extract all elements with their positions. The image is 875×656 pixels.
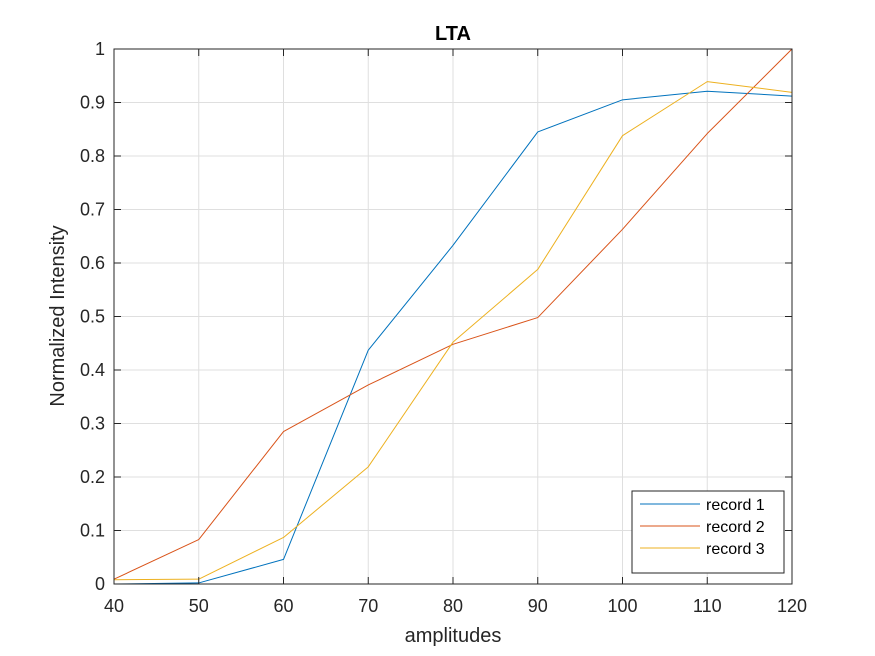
y-tick-label: 0.5	[80, 307, 105, 327]
y-tick-label: 0.1	[80, 521, 105, 541]
x-tick-label: 120	[777, 596, 807, 616]
x-tick-label: 50	[189, 596, 209, 616]
x-tick-label: 90	[528, 596, 548, 616]
legend: record 1 record 2 record 3	[631, 490, 785, 574]
x-tick-label: 100	[607, 596, 637, 616]
series-lines	[113, 48, 793, 585]
y-tick-label: 0.2	[80, 467, 105, 487]
legend-label: record 1	[706, 497, 765, 514]
x-tick-label: 60	[273, 596, 293, 616]
y-tick-label: 0	[95, 574, 105, 594]
y-tick-label: 0.6	[80, 253, 105, 273]
grid-lines	[114, 49, 792, 584]
ticks: 40 50 60 70 80 90 100 110 120 0 0.1 0.2 0.3 0.4 0.5 0.6…	[80, 39, 807, 616]
series-line-record-3	[113, 81, 793, 581]
x-axis-label: amplitudes	[405, 625, 502, 647]
y-tick-label: 0.3	[80, 414, 105, 434]
y-tick-label: 0.9	[80, 93, 105, 113]
x-tick-label: 110	[693, 596, 722, 616]
x-tick-label: 70	[358, 596, 378, 616]
x-tick-label: 80	[443, 596, 463, 616]
y-tick-label: 0.7	[80, 200, 105, 220]
legend-label: record 2	[706, 519, 765, 536]
y-tick-label: 0.8	[80, 146, 105, 166]
y-axis-label: Normalized Intensity	[47, 225, 69, 406]
legend-label: record 3	[706, 541, 765, 558]
y-tick-label: 0.4	[80, 360, 105, 380]
y-tick-label: 1	[95, 39, 105, 59]
legend-box	[631, 490, 785, 574]
x-tick-label: 40	[104, 596, 124, 616]
series-line-record-2	[113, 48, 793, 580]
chart-title: LTA	[435, 23, 471, 45]
series-line-record-1	[113, 90, 793, 585]
